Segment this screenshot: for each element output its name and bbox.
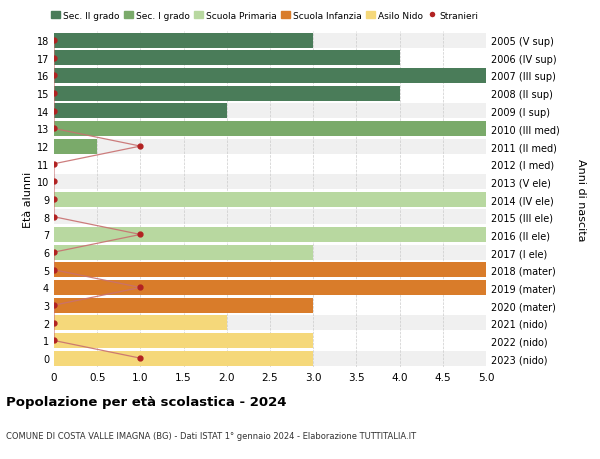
Bar [54, 34, 486, 49]
Bar [54, 351, 313, 366]
Bar [54, 122, 486, 137]
Bar [54, 210, 486, 225]
Bar [54, 298, 486, 313]
Bar [54, 280, 486, 295]
Bar [54, 139, 97, 154]
Bar [54, 86, 400, 101]
Bar [54, 122, 486, 137]
Bar [54, 245, 486, 260]
Bar [54, 157, 486, 172]
Bar [54, 298, 313, 313]
Bar [54, 69, 486, 84]
Bar [54, 86, 486, 101]
Y-axis label: Anni di nascita: Anni di nascita [576, 158, 586, 241]
Bar [54, 280, 486, 295]
Bar [54, 174, 486, 190]
Bar [54, 333, 313, 348]
Bar [54, 192, 486, 207]
Y-axis label: Età alunni: Età alunni [23, 172, 32, 228]
Bar [54, 139, 486, 154]
Bar [54, 245, 313, 260]
Legend: Sec. II grado, Sec. I grado, Scuola Primaria, Scuola Infanzia, Asilo Nido, Stran: Sec. II grado, Sec. I grado, Scuola Prim… [47, 8, 481, 24]
Bar [54, 51, 486, 66]
Bar [54, 263, 486, 278]
Bar [54, 333, 486, 348]
Text: Popolazione per età scolastica - 2024: Popolazione per età scolastica - 2024 [6, 395, 287, 408]
Bar [54, 316, 227, 330]
Bar [54, 192, 486, 207]
Bar [54, 263, 486, 278]
Text: COMUNE DI COSTA VALLE IMAGNA (BG) - Dati ISTAT 1° gennaio 2024 - Elaborazione TU: COMUNE DI COSTA VALLE IMAGNA (BG) - Dati… [6, 431, 416, 441]
Bar [54, 104, 227, 119]
Bar [54, 104, 486, 119]
Bar [54, 69, 486, 84]
Bar [54, 228, 486, 242]
Bar [54, 228, 486, 242]
Bar [54, 34, 313, 49]
Bar [54, 316, 486, 330]
Bar [54, 351, 486, 366]
Bar [54, 51, 400, 66]
